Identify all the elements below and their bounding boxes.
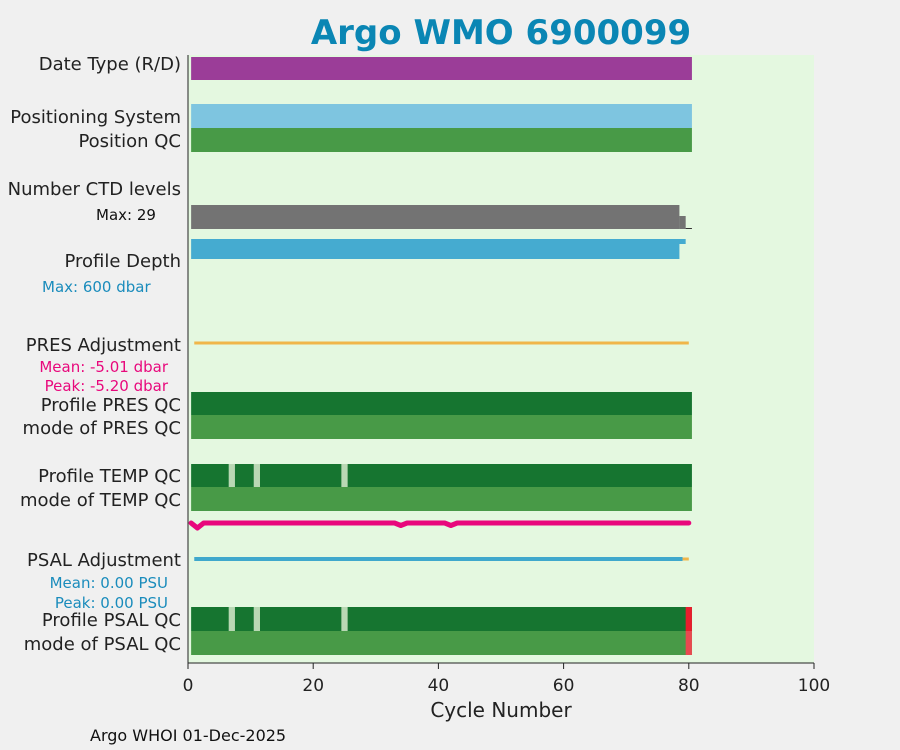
pres-mean-annotation: Mean: -5.01 dbar <box>39 358 169 376</box>
psal-mean-annotation: Mean: 0.00 PSU <box>50 574 168 592</box>
temp-adjustment-trace <box>188 520 692 531</box>
position-qc-bar <box>191 128 692 152</box>
temp-qc-gap-mark <box>228 464 235 487</box>
annotations: Max: 29 Max: 600 dbar Mean: -5.01 dbar P… <box>39 206 169 612</box>
row-label-pres-adjustment: PRES Adjustment <box>26 335 181 356</box>
psal-peak-annotation: Peak: 0.00 PSU <box>55 594 168 612</box>
mode-psal-qc-bar <box>191 631 692 655</box>
data-marks <box>188 57 692 655</box>
row-label-profile-depth: Profile Depth <box>64 251 181 272</box>
x-axis-ticks: 0 20 40 60 80 100 <box>183 663 830 696</box>
psal-qc-gap-mark <box>341 607 348 631</box>
positioning-system-bar <box>191 104 692 128</box>
chart-title: Argo WMO 6900099 <box>311 13 691 53</box>
x-tick-label: 40 <box>428 676 450 696</box>
plot-area <box>188 55 814 663</box>
profile-temp-qc-bar <box>191 464 692 487</box>
row-label-mode-psal-qc: mode of PSAL QC <box>24 634 181 655</box>
x-tick-label: 100 <box>798 676 830 696</box>
ctd-levels-bar <box>191 205 680 229</box>
row-label-mode-pres-qc: mode of PRES QC <box>23 418 181 439</box>
row-label-profile-pres-qc: Profile PRES QC <box>41 395 181 416</box>
temp-qc-gap-mark <box>341 464 348 487</box>
depth-max-annotation: Max: 600 dbar <box>42 278 151 296</box>
profile-psal-qc-bar <box>191 607 692 631</box>
footer-credit: Argo WHOI 01-Dec-2025 <box>90 726 286 745</box>
psal-qc-gap-mark <box>253 607 260 631</box>
x-axis-label: Cycle Number <box>430 698 572 722</box>
mode-pres-qc-bar <box>191 415 692 439</box>
profile-depth-top-bar <box>191 239 686 244</box>
ctd-levels-tail-bar <box>679 216 686 229</box>
psal-qc-gap-mark <box>228 607 235 631</box>
row-label-psal-adjustment: PSAL Adjustment <box>27 550 181 571</box>
x-tick-label: 60 <box>553 676 575 696</box>
profile-pres-qc-bar <box>191 392 692 415</box>
ctd-max-annotation: Max: 29 <box>96 206 156 224</box>
x-tick-label: 20 <box>302 676 324 696</box>
row-label-date-type: Date Type (R/D) <box>39 54 181 75</box>
psal-qc-bad-mark <box>685 607 692 631</box>
profile-depth-bar <box>191 244 680 259</box>
row-label-profile-temp-qc: Profile TEMP QC <box>38 466 181 487</box>
row-labels: Date Type (R/D) Positioning System Posit… <box>8 54 181 655</box>
row-label-number-ctd-levels: Number CTD levels <box>8 179 181 200</box>
date-type-bar <box>191 57 692 80</box>
mode-temp-qc-bar <box>191 487 692 511</box>
temp-qc-gap-mark <box>253 464 260 487</box>
row-label-profile-psal-qc: Profile PSAL QC <box>42 610 181 631</box>
mode-psal-qc-bad-mark <box>685 631 692 655</box>
row-label-positioning-system: Positioning System <box>10 107 181 128</box>
row-label-position-qc: Position QC <box>78 131 181 152</box>
pres-peak-annotation: Peak: -5.20 dbar <box>45 377 169 395</box>
row-label-mode-temp-qc: mode of TEMP QC <box>20 490 181 511</box>
x-tick-label: 0 <box>183 676 194 696</box>
x-tick-label: 80 <box>678 676 700 696</box>
